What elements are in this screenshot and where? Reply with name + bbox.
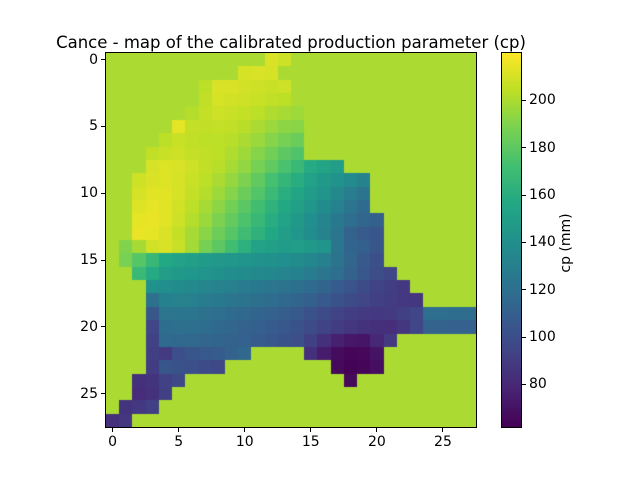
y-tick-label: 5 <box>89 118 98 135</box>
y-tick-label: 20 <box>80 318 98 335</box>
colorbar-tick-label: 100 <box>529 329 556 346</box>
x-tick-mark <box>112 428 114 432</box>
colorbar-tick-mark <box>522 289 526 291</box>
x-tick-mark <box>376 428 378 432</box>
x-tick-label: 5 <box>174 434 184 450</box>
colorbar-label: cp (mm) <box>558 213 574 273</box>
colorbar-tick-mark <box>522 147 526 149</box>
colorbar-tick-label: 180 <box>529 139 556 156</box>
x-tick-mark <box>310 428 312 432</box>
colorbar-tick-mark <box>522 241 526 243</box>
y-tick-label: 25 <box>80 385 98 402</box>
colorbar-tick-mark <box>522 194 526 196</box>
x-tick-label: 10 <box>235 434 254 450</box>
colorbar-tick-label: 160 <box>529 187 556 204</box>
y-tick-mark <box>101 125 105 127</box>
x-tick-mark <box>178 428 180 432</box>
colorbar-tick-label: 120 <box>529 281 556 298</box>
x-tick-label: 15 <box>301 434 320 450</box>
colorbar-tick-mark <box>522 336 526 338</box>
x-tick-label: 0 <box>108 434 118 450</box>
colorbar-tick-mark <box>522 383 526 385</box>
colorbar-tick-label: 80 <box>529 376 547 393</box>
y-tick-mark <box>101 326 105 328</box>
x-tick-mark <box>244 428 246 432</box>
x-tick-label: 25 <box>434 434 452 450</box>
chart-title: Cance - map of the calibrated production… <box>56 33 526 52</box>
colorbar-tick-mark <box>522 99 526 101</box>
y-tick-mark <box>101 192 105 194</box>
y-tick-mark <box>101 393 105 395</box>
colorbar-canvas <box>502 53 521 427</box>
heatmap-canvas <box>106 53 476 427</box>
y-tick-label: 10 <box>80 185 98 202</box>
colorbar-tick-label: 140 <box>529 234 556 251</box>
y-tick-label: 15 <box>80 252 98 269</box>
x-tick-mark <box>442 428 444 432</box>
y-tick-label: 0 <box>89 51 98 68</box>
heatmap-axes <box>105 52 477 428</box>
colorbar-tick-label: 200 <box>529 92 556 109</box>
y-tick-mark <box>101 59 105 61</box>
colorbar <box>501 52 522 428</box>
y-tick-mark <box>101 259 105 261</box>
x-tick-label: 20 <box>367 434 386 450</box>
